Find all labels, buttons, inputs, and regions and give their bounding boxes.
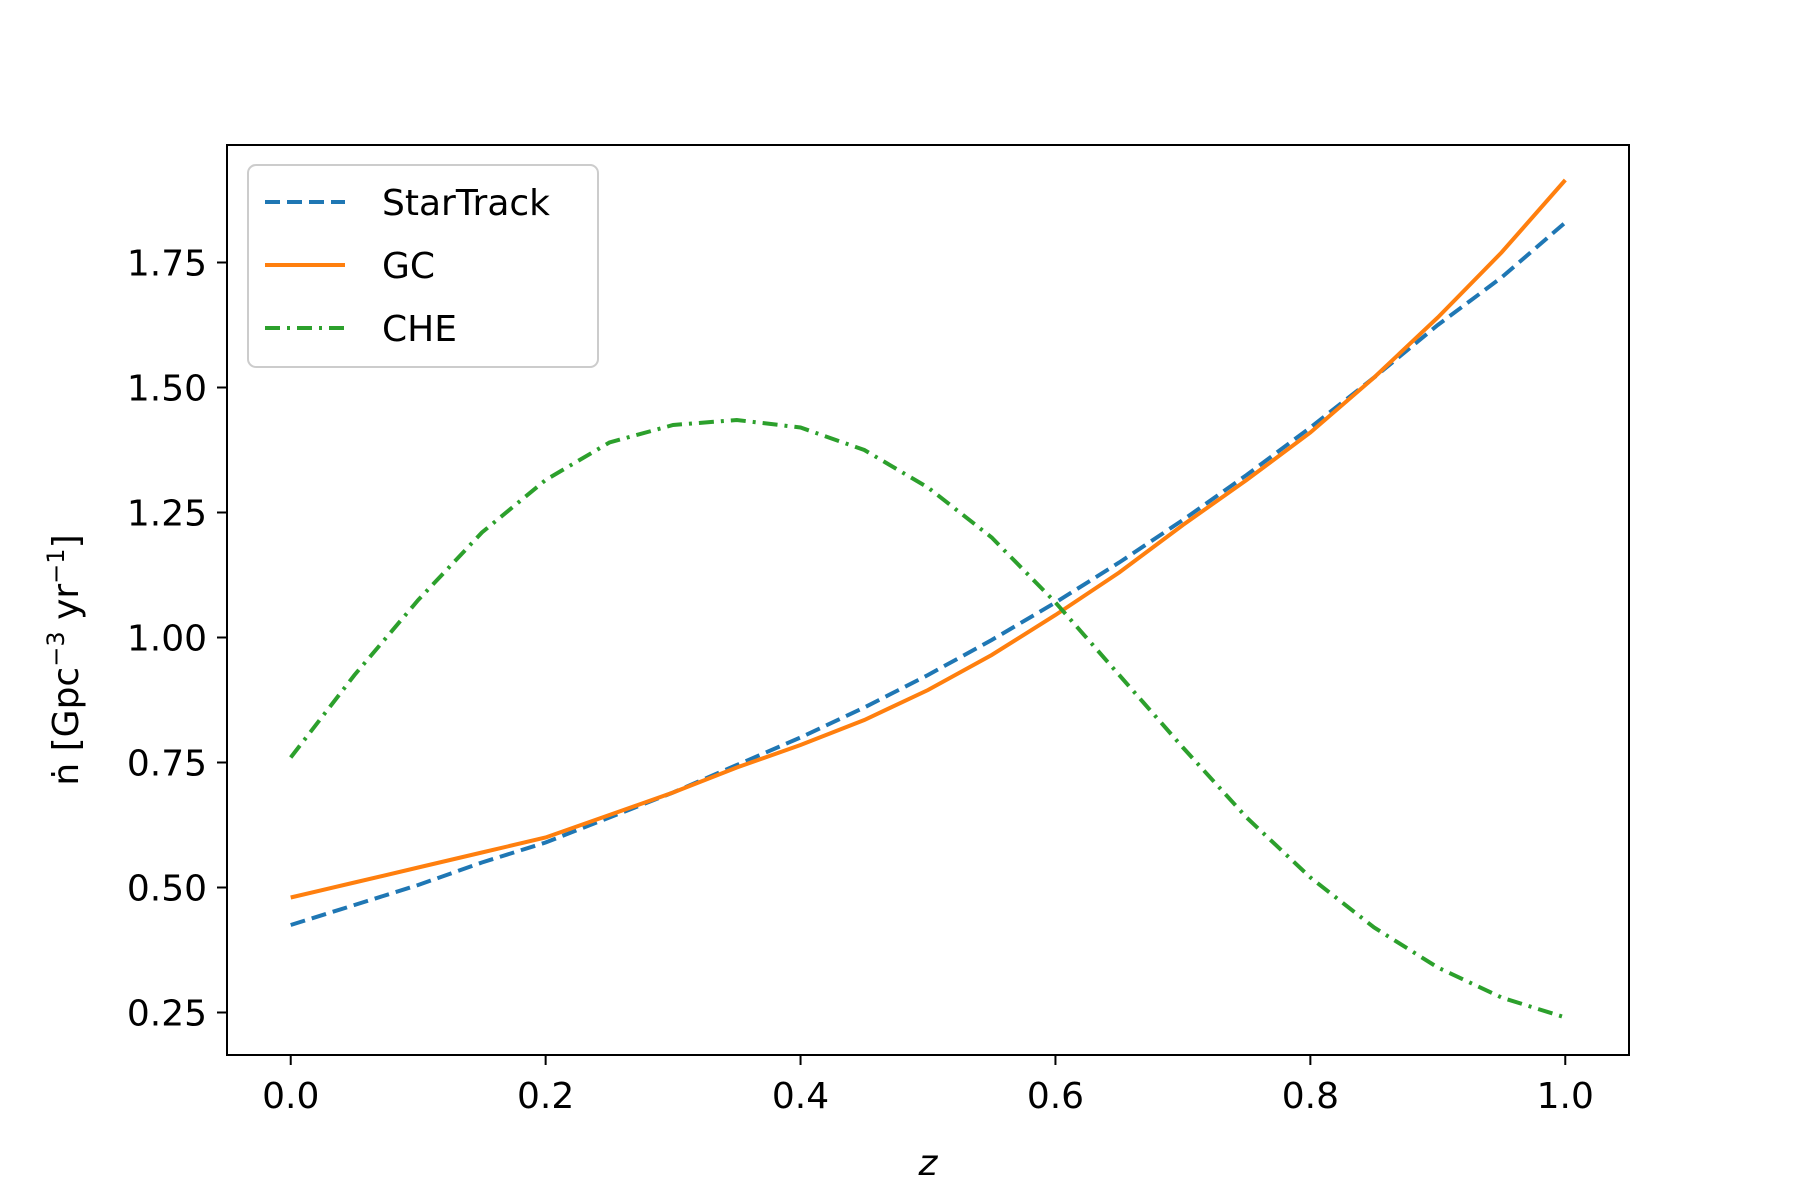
x-axis-label: z	[918, 1143, 939, 1184]
y-axis-label-end: ]	[46, 534, 87, 548]
x-tick-label: 0.6	[1027, 1076, 1084, 1117]
series-layer	[289, 178, 1567, 1020]
y-axis-label: ṅ [Gpc−3 yr−1]	[42, 534, 87, 785]
y-tick-label: 1.50	[127, 369, 207, 410]
x-tick-label: 1.0	[1537, 1076, 1594, 1117]
legend-box	[247, 164, 599, 368]
y-axis-label-sup1: −3	[42, 631, 70, 666]
y-tick-label: 0.25	[127, 994, 207, 1035]
x-tick-label: 0.4	[772, 1076, 829, 1117]
y-axis-label-main: ṅ [Gpc	[46, 667, 87, 786]
y-tick-label: 1.25	[127, 494, 207, 535]
x-tick-label: 0.8	[1282, 1076, 1339, 1117]
y-tick-label: 0.50	[127, 869, 207, 910]
legend-label-startrack: StarTrack	[382, 183, 550, 224]
y-axis-ticks: 0.25 0.50 0.75 1.00 1.25 1.50 1.75	[127, 244, 227, 1035]
plot-frame	[226, 144, 1630, 1056]
y-tick-label: 0.75	[127, 744, 207, 785]
y-axis-label-sup2: −1	[42, 548, 70, 583]
series-line-che	[289, 417, 1566, 1020]
x-axis-ticks: 0.0 0.2 0.4 0.6 0.8 1.0	[262, 1055, 1594, 1117]
y-tick-label: 1.75	[127, 244, 207, 285]
legend-label-che: CHE	[382, 309, 457, 350]
x-tick-label: 0.2	[517, 1076, 574, 1117]
legend: StarTrack GC CHE	[247, 164, 599, 368]
legend-label-gc: GC	[382, 246, 435, 287]
y-axis-label-mid: yr	[46, 584, 87, 632]
x-tick-label: 0.0	[262, 1076, 319, 1117]
y-tick-label: 1.00	[127, 619, 207, 660]
series-line-gc	[290, 178, 1567, 900]
